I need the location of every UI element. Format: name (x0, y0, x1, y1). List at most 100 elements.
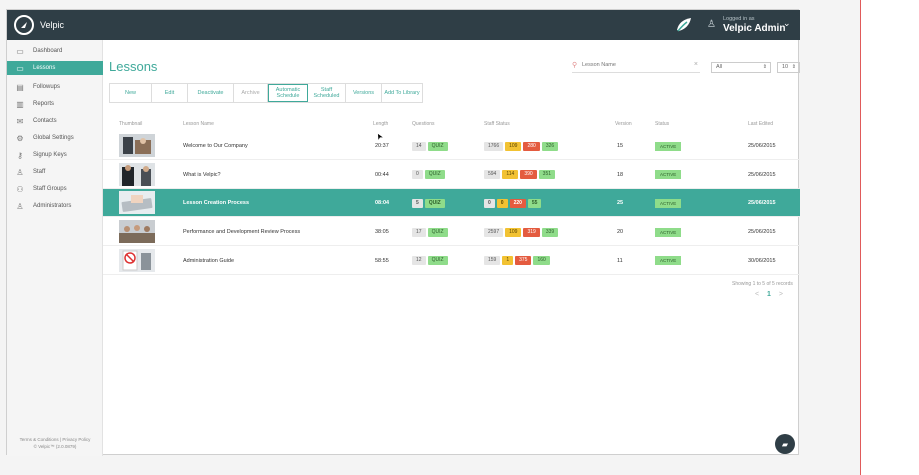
chat-button[interactable]: ▰ (775, 434, 795, 454)
leaf-logo-icon (677, 18, 691, 32)
question-count: 5 (412, 198, 423, 208)
lesson-name: Lesson Creation Process (183, 200, 250, 207)
quiz-badge[interactable]: QUIZ (427, 141, 448, 151)
staff-status-count: 375 (515, 256, 532, 266)
sidebar-item-staff-groups[interactable]: ⚇ Staff Groups (7, 182, 103, 196)
sidebar-item-global-settings[interactable]: ⚙ Global Settings (7, 131, 103, 145)
sidebar-item-label: Staff Groups (33, 186, 67, 192)
search-input[interactable] (582, 62, 682, 68)
staff-status-count: 319 (523, 227, 540, 237)
lesson-thumbnail (119, 220, 155, 244)
new-button[interactable]: New (110, 84, 152, 102)
filter-value: All (716, 64, 723, 70)
status-badge: ACTIVE (655, 198, 682, 208)
staff-status-count: 280 (523, 141, 540, 151)
versions-button[interactable]: Versions (346, 84, 382, 102)
group-icon: ⚇ (16, 184, 24, 194)
lesson-version: 15 (617, 143, 624, 149)
gear-icon: ⚙ (16, 133, 24, 143)
last-edited: 25/06/2015 (748, 143, 776, 149)
sidebar-item-followups[interactable]: ▤ Followups (7, 80, 103, 94)
column-header[interactable]: Last Edited (748, 121, 774, 127)
question-count: 17 (412, 227, 426, 237)
quiz-badge[interactable]: QUIZ (427, 256, 448, 266)
staff-scheduled-button[interactable]: Staff Scheduled (308, 84, 346, 102)
top-bar: Velpic ♙ Logged in as Velpic Admin ⌄ (7, 10, 800, 40)
lesson-thumbnail (119, 162, 155, 186)
column-header[interactable]: Lesson Name (183, 121, 214, 127)
sidebar-item-reports[interactable]: ▥ Reports (7, 97, 103, 111)
column-header[interactable]: Staff Status (484, 121, 510, 127)
sidebar-item-staff[interactable]: ♙ Staff (7, 165, 103, 179)
edit-button[interactable]: Edit (152, 84, 188, 102)
lesson-name: Administration Guide (183, 257, 235, 264)
table-row[interactable]: Administration Guide 58:55 12 QUIZ 159 1 375 16… (103, 247, 800, 275)
table-row[interactable]: Welcome to Our Company 20:37 14 QUIZ 1766 109… (103, 132, 800, 160)
column-header[interactable]: Status (655, 121, 670, 127)
staff-status-cell: 159 1 375 160 (484, 247, 552, 275)
question-count: 14 (412, 141, 426, 151)
quiz-badge[interactable]: QUIZ (427, 227, 448, 237)
monitor-icon: ▭ (16, 46, 24, 56)
lesson-version: 11 (617, 257, 623, 264)
prev-page-button[interactable]: < (755, 291, 760, 298)
table-row[interactable]: Lesson Creation Process 08:04 5 QUIZ 0 0 220 55… (103, 189, 800, 218)
question-count: 0 (412, 170, 423, 180)
sidebar-footer: Terms & Conditions | Privacy Policy © Vel… (7, 436, 103, 450)
lesson-version: 20 (617, 229, 624, 236)
lesson-length: 58:55 (375, 257, 389, 264)
column-header[interactable]: Questions (412, 121, 435, 127)
column-header[interactable]: Version (615, 121, 632, 127)
sidebar-item-label: Global Settings (33, 135, 74, 141)
lesson-thumbnail (119, 248, 155, 272)
staff-status-cell: 2597 109 319 339 (484, 218, 560, 246)
lesson-name: Performance and Development Review Proce… (183, 229, 301, 236)
velpic-logo-icon[interactable] (14, 15, 34, 35)
sidebar-item-label: Administrators (33, 203, 72, 209)
chart-icon: ▥ (16, 99, 24, 109)
staff-status-count: 109 (505, 141, 522, 151)
chevron-down-icon[interactable]: ⌄ (783, 18, 791, 28)
sidebar-item-contacts[interactable]: ✉ Contacts (7, 114, 103, 128)
user-name[interactable]: Velpic Admin (723, 23, 786, 34)
staff-status-cell: 0 0 220 55 (484, 189, 543, 217)
deactivate-button[interactable]: Deactivate (188, 84, 234, 102)
column-header[interactable]: Thumbnail (119, 121, 143, 127)
paging-info: Showing 1 to 5 of 5 records (732, 281, 793, 287)
archive-button[interactable]: Archive (234, 84, 268, 102)
quiz-badge[interactable]: QUIZ (424, 170, 445, 180)
add-to-library-button[interactable]: Add To Library (382, 84, 422, 102)
table-row[interactable]: Performance and Development Review Proce… (103, 218, 800, 247)
table-header: Thumbnail Lesson Name Length Questions Staff… (103, 121, 800, 131)
sidebar-item-lessons[interactable]: ▭ Lessons (7, 61, 103, 75)
logged-in-label: Logged in as (723, 16, 755, 22)
footer-links[interactable]: Terms & Conditions | Privacy Policy (19, 437, 91, 442)
sidebar-item-administrators[interactable]: ♙ Administrators (7, 199, 103, 213)
status-cell: ACTIVE (655, 247, 682, 275)
sidebar-item-signup-keys[interactable]: ⚷ Signup Keys (7, 148, 103, 162)
clear-icon[interactable]: × (693, 61, 698, 68)
lesson-length: 38:05 (375, 229, 389, 236)
user-icon: ♙ (707, 19, 716, 30)
lesson-name: Welcome to Our Company (183, 143, 248, 149)
inbox-icon: ▤ (16, 82, 24, 92)
automatic-schedule-button[interactable]: Automatic Schedule (268, 84, 308, 102)
next-page-button[interactable]: > (778, 291, 783, 298)
search-box[interactable]: ⚲ × (572, 61, 700, 73)
status-cell: ACTIVE (655, 218, 682, 246)
lesson-thumbnail (119, 134, 155, 157)
filter-select[interactable]: All ⇕ (711, 62, 771, 73)
column-header[interactable]: Length (373, 121, 389, 127)
table-row[interactable]: What is Velpic? 00:44 0 QUIZ 594 114 390 351 18 A… (103, 161, 800, 189)
staff-status-count: 351 (538, 170, 556, 180)
staff-status-count: 0 (496, 198, 508, 208)
quiz-badge[interactable]: QUIZ (424, 198, 445, 208)
sidebar-item-dashboard[interactable]: ▭ Dashboard (7, 44, 103, 58)
lesson-name: What is Velpic? (183, 171, 221, 178)
current-page[interactable]: 1 (767, 291, 771, 298)
page-size-select[interactable]: 10 ⇕ (777, 62, 800, 73)
select-arrows-icon: ⇕ (791, 64, 796, 70)
staff-status-count: 160 (533, 256, 550, 266)
questions-cell: 12 QUIZ (412, 247, 450, 275)
last-edited: 25/06/2015 (748, 200, 776, 207)
